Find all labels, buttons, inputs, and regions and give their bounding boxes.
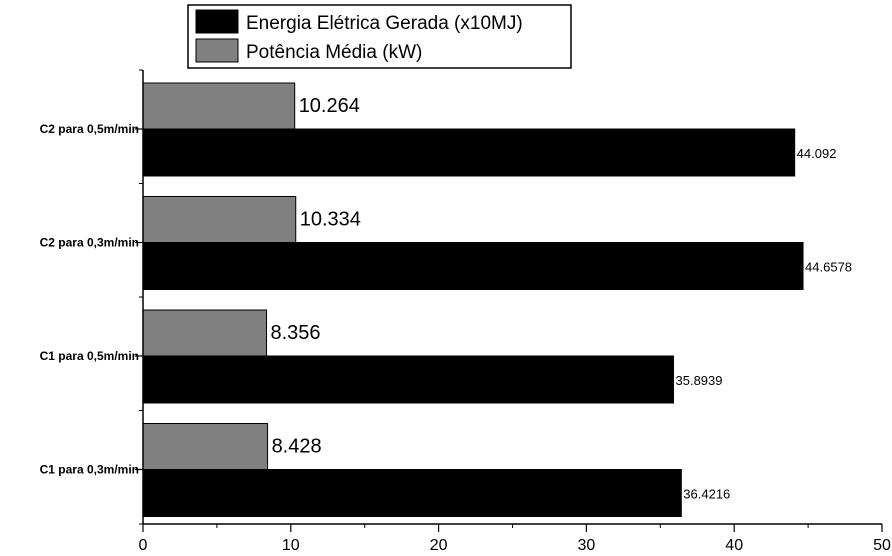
x-tick-label: 10: [282, 537, 300, 554]
bar-energia: [142, 128, 796, 177]
legend-label-potencia: Potência Média (kW): [246, 42, 422, 63]
bar-energia: [142, 242, 804, 290]
data-label-energia: 35.8939: [676, 373, 723, 388]
data-label-potencia: 10.264: [299, 95, 360, 117]
y-tick-label: C1 para 0,3m/min: [40, 463, 139, 477]
data-label-potencia: 8.428: [272, 436, 322, 458]
legend-swatch-potencia: [195, 38, 239, 63]
data-label-potencia: 10.334: [300, 209, 361, 231]
data-label-energia: 44.092: [797, 146, 837, 161]
bar-energia: [142, 355, 675, 404]
x-tick-label: 40: [725, 537, 743, 554]
x-tick-label: 50: [873, 537, 891, 554]
y-tick-label: C1 para 0,5m/min: [40, 349, 139, 363]
x-tick-label: 30: [578, 537, 596, 554]
legend-swatch-energia: [195, 9, 239, 34]
bar-potencia: [142, 309, 268, 358]
legend: Energia Elétrica Gerada (x10MJ) Potência…: [187, 4, 572, 69]
x-tick-label: 20: [430, 537, 448, 554]
bar-potencia: [142, 82, 296, 131]
bar-energia: [142, 469, 682, 517]
bar-potencia: [142, 196, 297, 244]
y-tick-label: C2 para 0,3m/min: [40, 236, 139, 250]
legend-label-energia: Energia Elétrica Gerada (x10MJ): [246, 13, 523, 34]
data-label-energia: 36.4216: [683, 487, 730, 502]
legend-box: [187, 4, 572, 69]
x-tick-label: 0: [139, 537, 148, 554]
data-label-energia: 44.6578: [805, 260, 852, 275]
bar-potencia: [142, 423, 269, 471]
data-label-potencia: 8.356: [271, 322, 321, 344]
y-tick-label: C2 para 0,5m/min: [40, 122, 139, 136]
